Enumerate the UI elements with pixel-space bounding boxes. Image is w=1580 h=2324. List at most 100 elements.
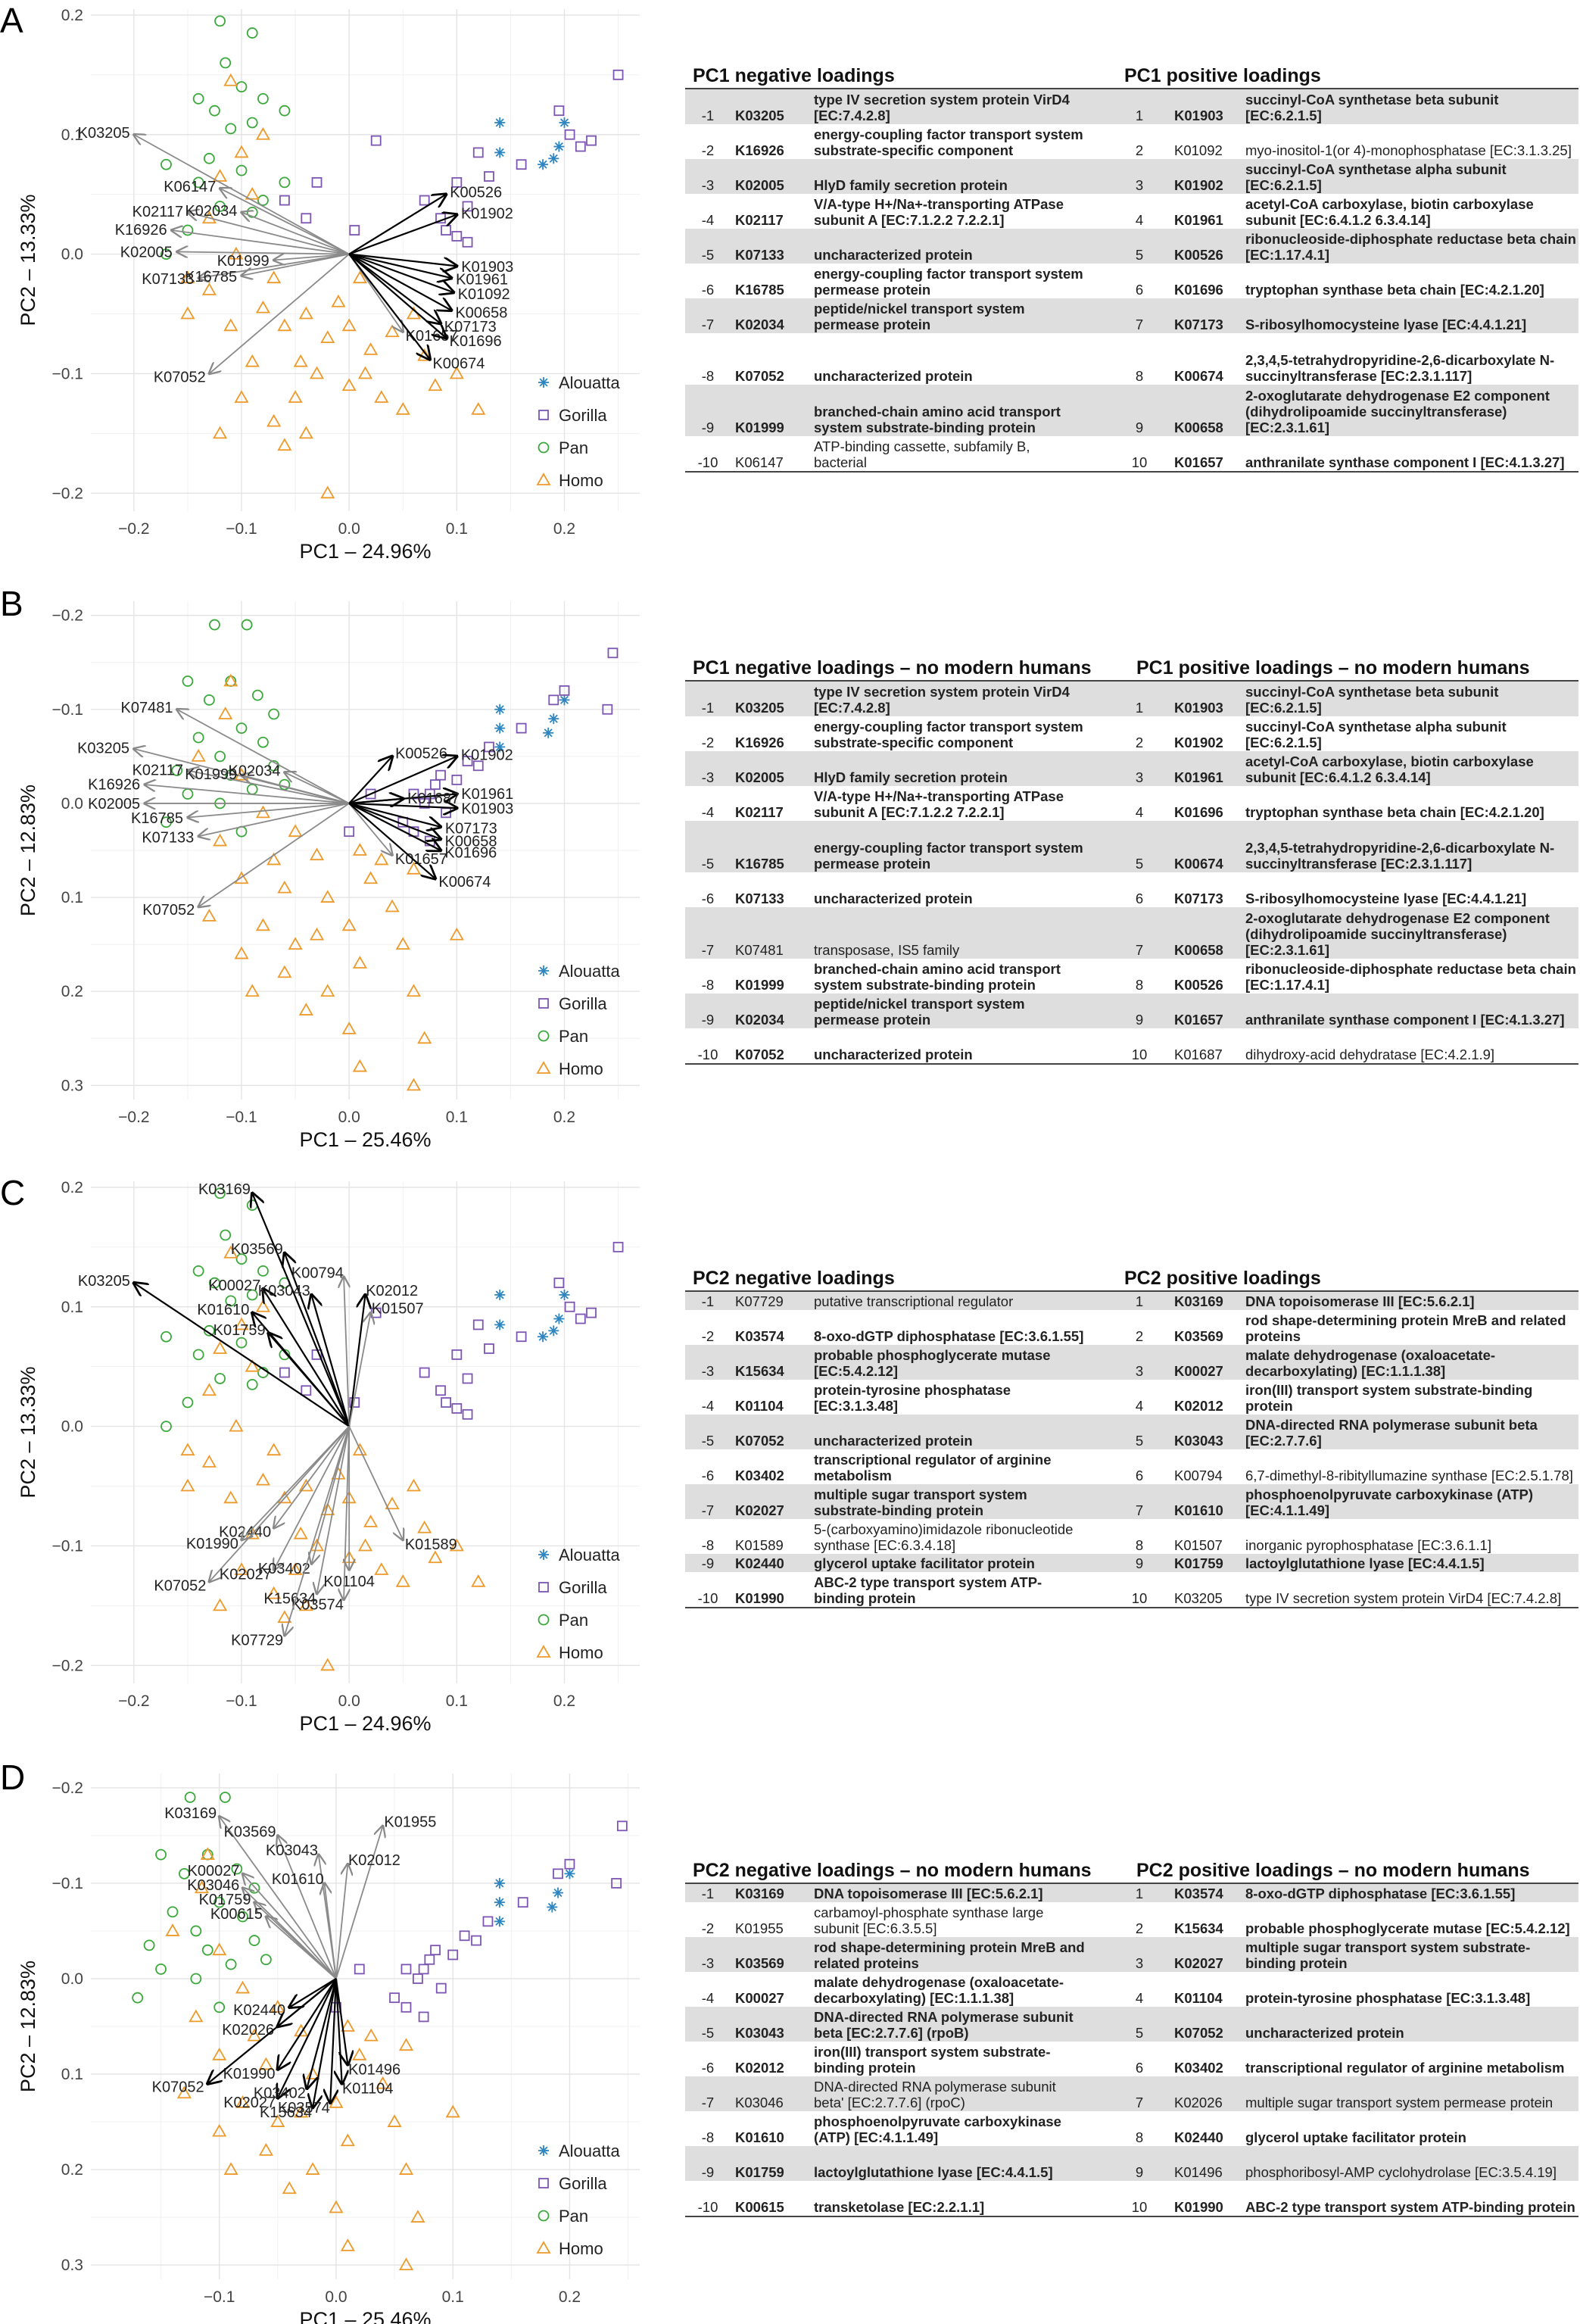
triangle-icon xyxy=(536,1645,551,1658)
loading-arrow-k02440 xyxy=(289,1978,337,2007)
data-point-homo xyxy=(255,126,271,140)
table-row: -10 K01990 ABC-2 type transport system ATP… xyxy=(685,1572,1578,1607)
loading-arrow-k06147 xyxy=(220,189,350,255)
description-positive: myo-inositol-1(or 4)-monophosphatase [EC… xyxy=(1245,142,1572,158)
table-row: -10 K07052 uncharacterized protein 10 K01687… xyxy=(685,1028,1578,1063)
data-point-alouatta xyxy=(494,741,506,753)
table-row: -6 K07133 uncharacterized protein 6 K07173 S-… xyxy=(685,872,1578,907)
rank-positive: 6 xyxy=(1135,1468,1144,1483)
data-point-homo xyxy=(352,2047,367,2060)
loading-arrow-k03169 xyxy=(252,1193,351,1427)
loading-arrow-k01990 xyxy=(278,1978,337,2070)
rank-negative: -4 xyxy=(701,804,715,820)
ko-id-negative: K00027 xyxy=(735,1990,784,2006)
y-tick-label: −0.1 xyxy=(52,701,83,719)
loading-arrow-k02027 xyxy=(278,1978,337,2098)
loading-arrow-k00526 xyxy=(348,756,392,804)
description-negative: phosphoenolpyruvate carboxykinase (ATP) … xyxy=(814,2113,1061,2145)
table-row: -2 K01955 carbamoyl-phosphate synthase lar… xyxy=(685,1902,1578,1937)
data-point-gorilla xyxy=(424,1954,435,1965)
data-point-homo xyxy=(234,145,249,158)
description-positive: tryptophan synthase beta chain [EC:4.2.1… xyxy=(1245,804,1544,820)
data-point-homo xyxy=(234,946,249,959)
data-point-homo xyxy=(363,871,379,884)
ko-id-positive: K02026 xyxy=(1174,2095,1223,2110)
data-point-homo xyxy=(320,485,335,499)
loading-arrow-k01696 xyxy=(348,802,441,850)
arrow-label: K07052 xyxy=(154,369,206,385)
data-point-pan xyxy=(237,1911,248,1923)
data-point-gorilla xyxy=(553,1277,565,1289)
data-point-homo xyxy=(212,2123,227,2137)
description-negative: iron(III) transport system substrate-bin… xyxy=(814,2044,1051,2076)
table-row: -1 K07729 putative transcriptional regulat… xyxy=(685,1292,1578,1310)
data-point-homo xyxy=(213,169,228,182)
y-tick-label: 0.2 xyxy=(61,983,83,1000)
grid-lines xyxy=(91,601,640,1100)
data-point-gorilla xyxy=(441,807,452,819)
data-point-homo xyxy=(398,2257,414,2270)
data-point-pan xyxy=(132,1992,144,2004)
legend-label: Pan xyxy=(559,1027,588,1046)
legend-label: Alouatta xyxy=(559,373,620,392)
ko-id-negative: K03205 xyxy=(735,108,784,123)
ko-id-positive: K01961 xyxy=(1174,769,1223,785)
description-positive: anthranilate synthase component I [EC:4.… xyxy=(1245,454,1565,470)
rank-positive: 5 xyxy=(1135,856,1144,872)
data-point-alouatta xyxy=(538,1331,549,1343)
data-point-gorilla xyxy=(586,135,597,146)
loading-arrows: K03205 K02117 K02034 K06147 K16926 K02005 K071… xyxy=(78,125,514,386)
y-tick-label: 0.3 xyxy=(61,2257,83,2274)
ko-id-negative: K00615 xyxy=(735,2199,784,2215)
legend-label: Gorilla xyxy=(559,994,607,1013)
data-point-gorilla xyxy=(575,1313,586,1324)
x-tick-label: −0.2 xyxy=(118,1109,149,1126)
data-points xyxy=(160,1187,624,1671)
data-point-pan xyxy=(214,1187,226,1199)
table-row: -5 K07133 uncharacterized protein 5 K00526 ri… xyxy=(685,229,1578,264)
loading-arrow-k03169 xyxy=(220,1817,337,1979)
square-icon xyxy=(538,998,549,1009)
data-point-pan xyxy=(160,1421,172,1433)
description-negative: uncharacterized protein xyxy=(814,1433,973,1449)
data-point-homo xyxy=(270,1999,285,2013)
x-tick-label: 0.0 xyxy=(338,1109,360,1126)
table-body: -1 K03169 DNA topoisomerase III [EC:5.6.2.… xyxy=(685,1884,1578,2217)
data-point-homo xyxy=(191,749,206,762)
rank-negative: -4 xyxy=(701,212,715,228)
data-point-homo xyxy=(352,1443,367,1456)
arrow-label: K03402 xyxy=(254,2085,306,2102)
loading-arrow-k01696 xyxy=(348,253,446,338)
data-point-gorilla xyxy=(349,225,360,236)
data-point-pan xyxy=(203,152,215,164)
loading-arrow-k00526 xyxy=(348,195,446,255)
loading-arrow-k03402 xyxy=(311,1426,351,1564)
arrow-label: K03169 xyxy=(198,1181,251,1198)
biplot-chart: −0.2 −0.1 0.0 0.1 0.2 0.2 0.1 0.0 −0.1 −0.2 PC1 – … xyxy=(17,1179,640,1735)
data-point-homo xyxy=(363,342,379,355)
data-point-homo xyxy=(406,1478,422,1492)
arrow-label: K15634 xyxy=(260,2104,312,2121)
data-point-pan xyxy=(246,1378,258,1390)
data-point-alouatta xyxy=(494,1916,505,1927)
ko-id-positive: K07173 xyxy=(1174,891,1223,906)
rank-positive: 4 xyxy=(1135,212,1144,228)
rank-positive: 5 xyxy=(1135,2025,1144,2041)
right-header: PC2 positive loadings – no modern humans xyxy=(1136,1860,1530,1881)
description-positive: S-ribosylhomocysteine lyase [EC:4.4.1.21… xyxy=(1245,317,1527,332)
tick-labels: −0.2 −0.1 0.0 0.1 0.2 0.2 0.1 0.0 −0.1 −0.2 xyxy=(52,7,576,538)
data-point-homo xyxy=(258,2143,273,2156)
loading-arrow-k02005 xyxy=(177,251,350,254)
data-point-homo xyxy=(213,1341,228,1354)
ko-id-positive: K07052 xyxy=(1174,2025,1223,2041)
ko-id-positive: K00526 xyxy=(1174,247,1223,263)
ko-id-negative: K16926 xyxy=(735,735,784,750)
data-points xyxy=(160,15,624,499)
rank-positive: 7 xyxy=(1135,1502,1144,1518)
data-point-pan xyxy=(160,816,172,828)
data-point-homo xyxy=(352,270,367,284)
ko-id-negative: K02034 xyxy=(735,1012,784,1028)
data-point-alouatta xyxy=(548,713,559,725)
data-point-homo xyxy=(341,918,357,931)
data-point-homo xyxy=(223,1245,238,1259)
